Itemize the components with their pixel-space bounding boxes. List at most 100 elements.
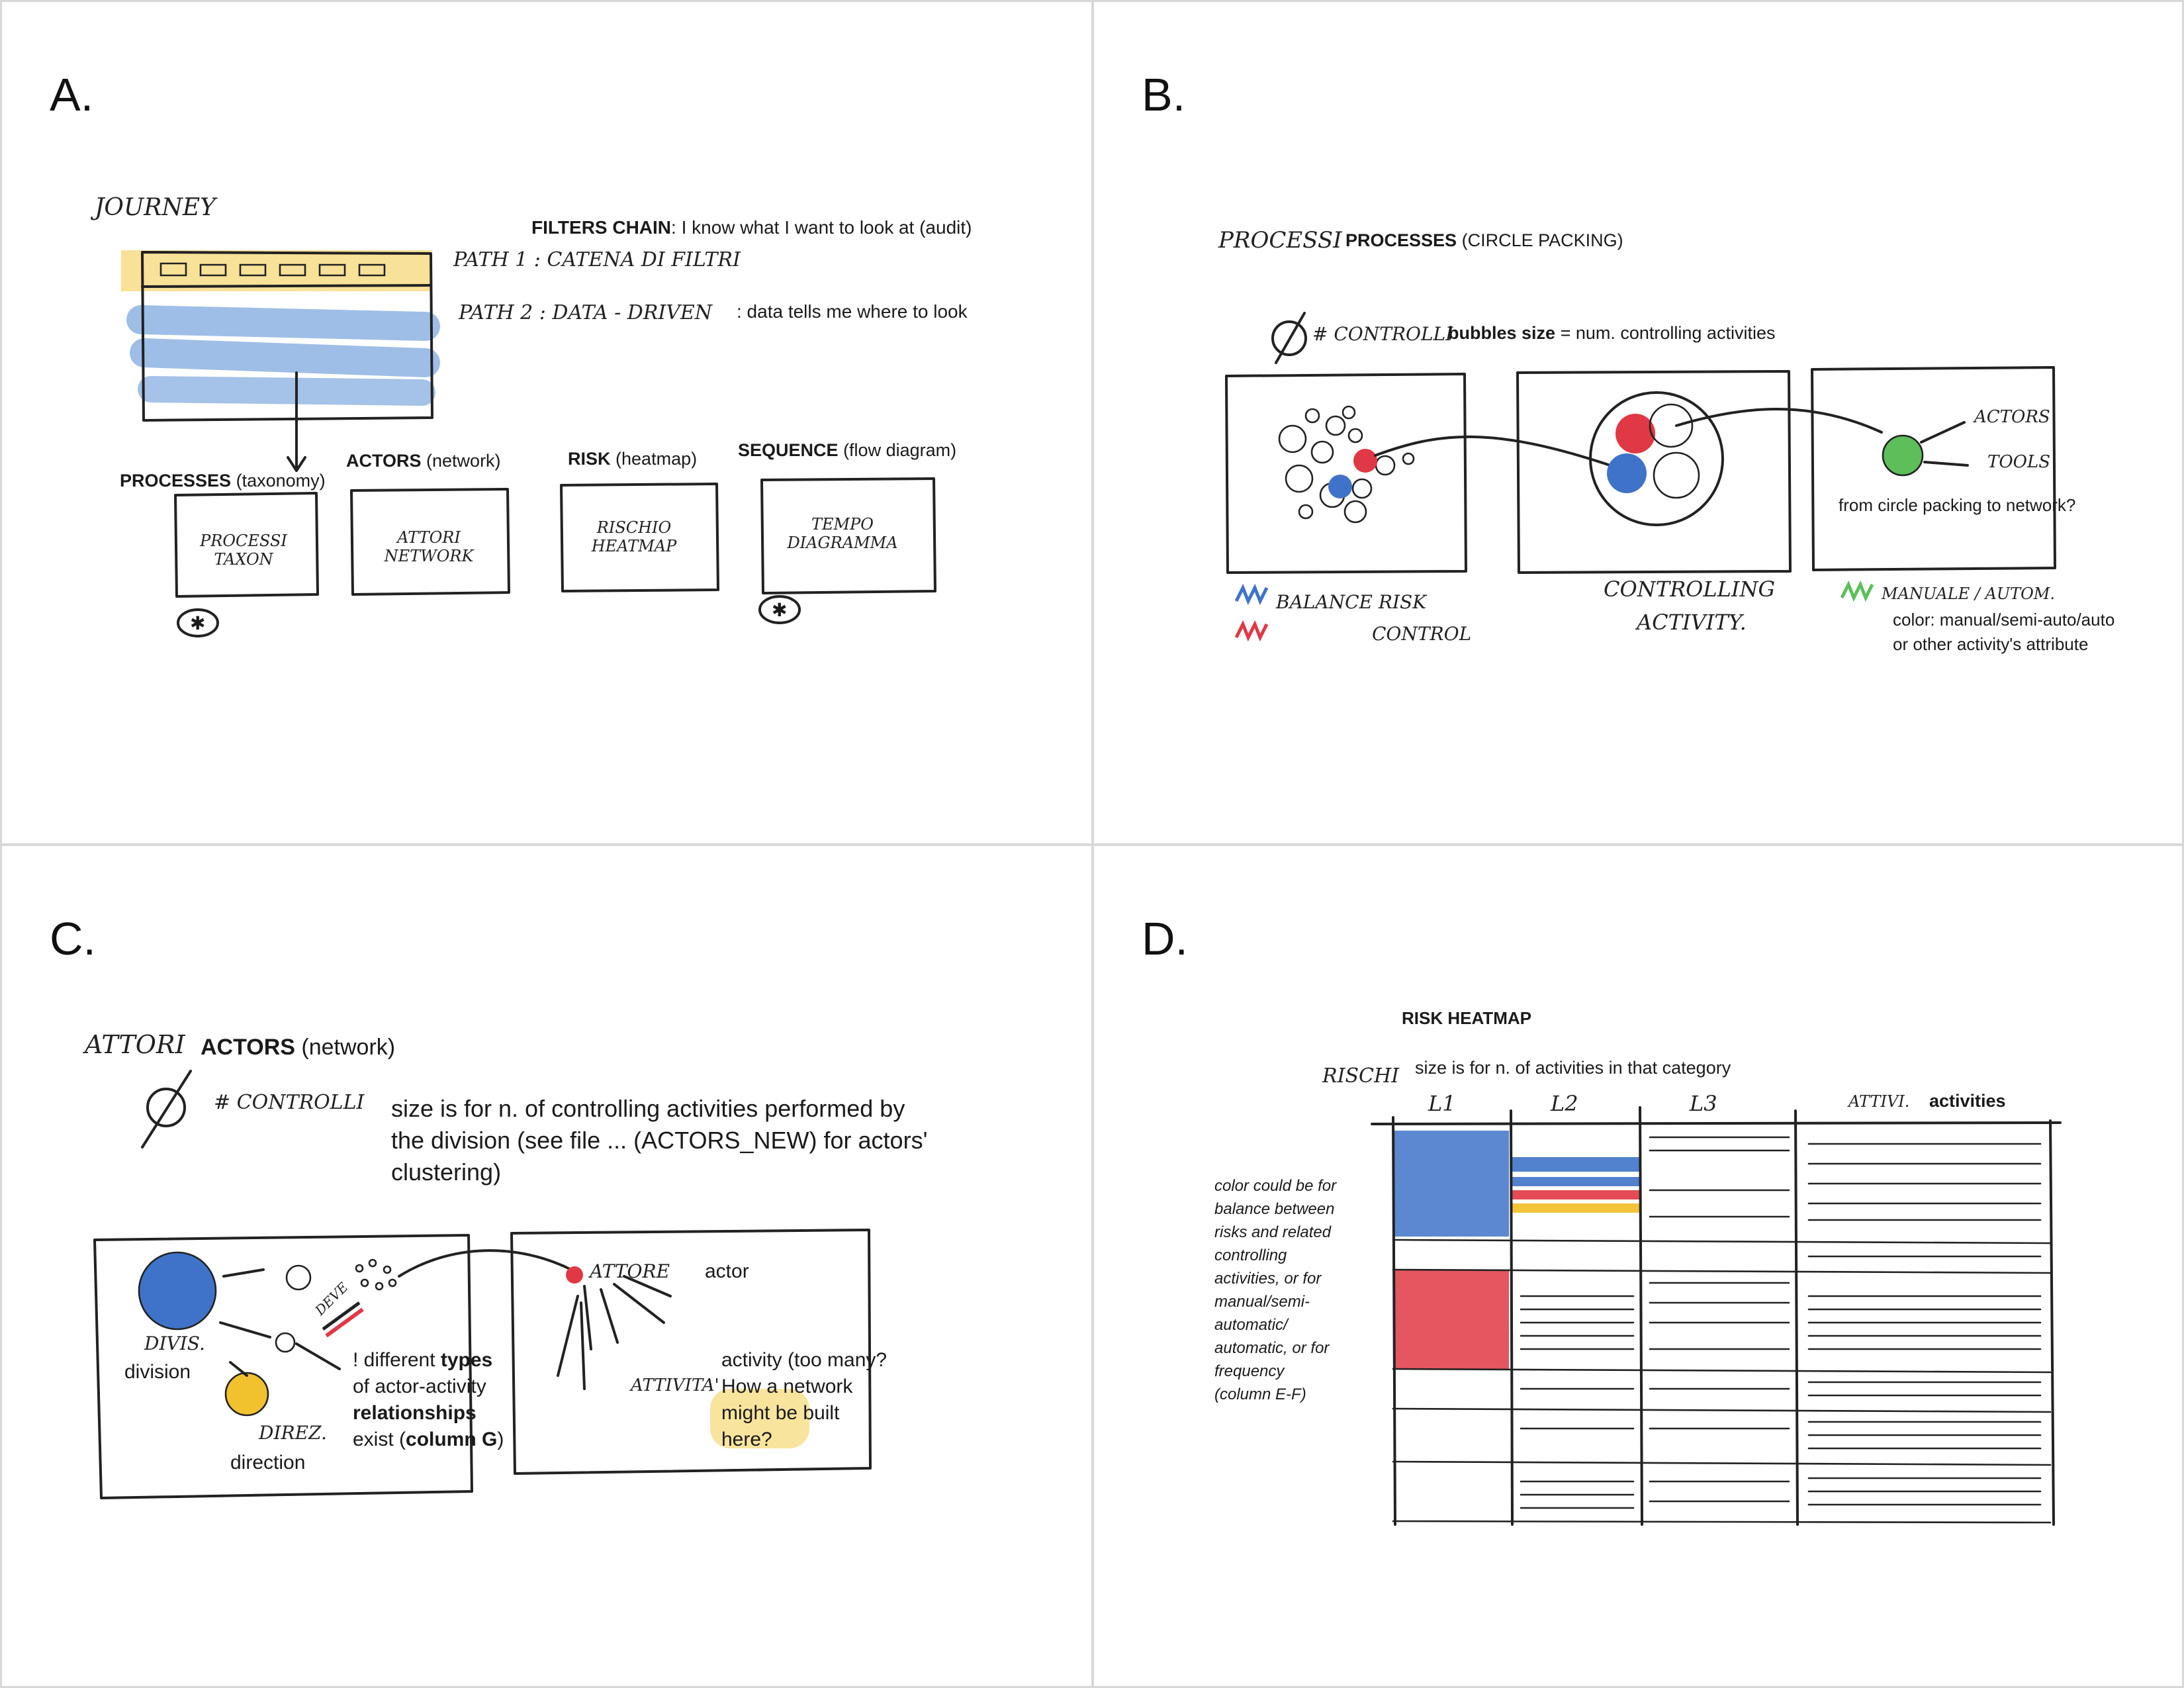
data-stroke-2 xyxy=(130,338,440,377)
division-label: division xyxy=(124,1361,191,1383)
network-note: from circle packing to network? xyxy=(1839,495,2076,515)
filter-chips xyxy=(159,262,386,277)
attivita-label: ATTIVITA' xyxy=(631,1376,719,1395)
cell-red xyxy=(1393,1270,1509,1369)
data-stroke-3 xyxy=(138,376,435,406)
legend-green-swatch xyxy=(1840,580,1874,602)
bar-red-1 xyxy=(1511,1190,1640,1199)
bar-blue-1 xyxy=(1511,1157,1640,1172)
star-circle-sequence xyxy=(758,595,801,624)
bubble-cluster xyxy=(1278,405,1415,524)
controlli-label: # CONTROLLI xyxy=(1312,323,1453,345)
connector-2 xyxy=(1675,408,1883,434)
network-edges xyxy=(1920,421,1969,467)
processi-label: PROCESSI xyxy=(1218,227,1342,254)
size-symbol-slash xyxy=(1275,312,1306,364)
size-symbol-slash xyxy=(141,1070,192,1149)
color-note-5: activities, or for xyxy=(1214,1270,1322,1288)
small-node-1 xyxy=(285,1264,312,1291)
direz-label: DIREZ. xyxy=(259,1422,327,1444)
processes-title: PROCESSES (CIRCLE PACKING) xyxy=(1345,230,1623,250)
actor-edges xyxy=(557,1275,672,1390)
box-sequence xyxy=(760,477,936,594)
journey-label: JOURNEY xyxy=(95,194,216,221)
size-note-1: size is for n. of controlling activities… xyxy=(391,1095,905,1122)
legend-balance-label: BALANCE RISK xyxy=(1276,591,1427,613)
panel-c-sketch xyxy=(93,1070,872,1499)
color-note-1: color: manual/semi-auto/auto xyxy=(1893,610,2115,630)
dot-cluster xyxy=(355,1258,397,1291)
activity-note-2: How a network xyxy=(721,1376,853,1397)
bubbles-size-note: bubbles size = num. controlling activiti… xyxy=(1448,323,1776,343)
box-risk-label: RISCHIO HEATMAP xyxy=(591,518,677,555)
deve-stroke-black xyxy=(322,1301,361,1331)
packing-outer xyxy=(1589,391,1724,526)
actor-label: actor xyxy=(705,1260,749,1282)
rischi-label: RISCHI xyxy=(1322,1064,1399,1088)
types-line-4: exist (column G) xyxy=(353,1429,504,1450)
color-note-9: frequency xyxy=(1214,1362,1285,1380)
panel-d: D. RISK HEATMAP RISCHI size is for n. of… xyxy=(1092,844,2184,1688)
box-actors-label: ATTORI NETWORK xyxy=(384,528,474,565)
network-highlight xyxy=(710,1389,809,1448)
star-mark-processes: ✱ xyxy=(190,613,206,633)
actors-label: ACTORS xyxy=(1974,407,2050,427)
deve-stroke-red xyxy=(325,1307,364,1338)
data-stroke-1 xyxy=(126,305,440,341)
network-node xyxy=(1883,436,1923,475)
box-processes-label: PROCESSI TAXON xyxy=(200,532,287,569)
col-attivi: ATTIVI. xyxy=(1848,1092,1910,1111)
bubble-red xyxy=(1353,449,1377,473)
bar-yellow-1 xyxy=(1511,1203,1640,1213)
header-rule xyxy=(1371,1121,2062,1125)
bar-blue-2 xyxy=(1511,1177,1640,1186)
activities-header: activities xyxy=(1929,1091,2006,1111)
size-note-3: clustering) xyxy=(391,1158,502,1186)
packing-red xyxy=(1615,414,1655,453)
size-note: size is for n. of activities in that cat… xyxy=(1415,1058,1731,1078)
division-bubble xyxy=(139,1252,216,1329)
box-risk xyxy=(560,483,719,592)
color-note-2: balance between xyxy=(1214,1200,1335,1218)
activity-note-1: activity (too many? xyxy=(721,1349,887,1371)
attori-label: ATTORI xyxy=(85,1030,185,1059)
panel-b: B. xyxy=(1092,0,2184,845)
frame-packing xyxy=(1516,370,1792,574)
color-note-8: automatic, or for xyxy=(1214,1339,1330,1357)
panel-c-label: C. xyxy=(50,913,96,964)
view-sequence-title: SEQUENCE (flow diagram) xyxy=(738,440,957,460)
col-l1: L1 xyxy=(1428,1091,1456,1116)
journey-arrow xyxy=(287,371,306,472)
connector xyxy=(398,1249,572,1278)
activity-note-3: might be built xyxy=(721,1402,840,1424)
panel-d-label: D. xyxy=(1142,913,1188,964)
types-line-2: of actor-activity xyxy=(353,1376,486,1397)
frame-left xyxy=(93,1234,473,1499)
view-actors-title: ACTORS (network) xyxy=(346,451,501,471)
legend-red-swatch xyxy=(1234,620,1269,642)
star-circle-processes xyxy=(177,608,219,637)
journey-divider xyxy=(141,284,432,288)
frame-right xyxy=(510,1229,872,1475)
activity-lines xyxy=(1520,1136,2042,1509)
activity-note-4: here? xyxy=(721,1429,772,1450)
color-note-10: (column E-F) xyxy=(1214,1385,1306,1403)
size-note-2: the division (see file ... (ACTORS_NEW) … xyxy=(391,1127,928,1154)
panel-a-sketch xyxy=(121,250,936,637)
box-sequence-label: TEMPO DIAGRAMMA xyxy=(787,515,898,552)
row-rules xyxy=(1392,1239,2052,1524)
actors-title: ACTORS (network) xyxy=(201,1035,396,1060)
color-note-1: color could be for xyxy=(1214,1177,1337,1195)
frame-bubbles xyxy=(1225,373,1467,574)
box-processes xyxy=(174,492,319,598)
legend-blue-swatch xyxy=(1234,583,1269,606)
color-note-7: automatic/ xyxy=(1214,1316,1288,1334)
color-note-2: or other activity's attribute xyxy=(1893,634,2089,654)
panel-c: C. ATTORI ACTORS (network) # CONTROLLI xyxy=(0,844,1093,1688)
journey-frame xyxy=(141,251,433,422)
column-rules xyxy=(1392,1106,2055,1526)
size-symbol xyxy=(146,1088,186,1127)
frame-network xyxy=(1811,366,2056,571)
cell-blue xyxy=(1393,1131,1509,1237)
color-note-6: manual/semi- xyxy=(1214,1293,1310,1311)
